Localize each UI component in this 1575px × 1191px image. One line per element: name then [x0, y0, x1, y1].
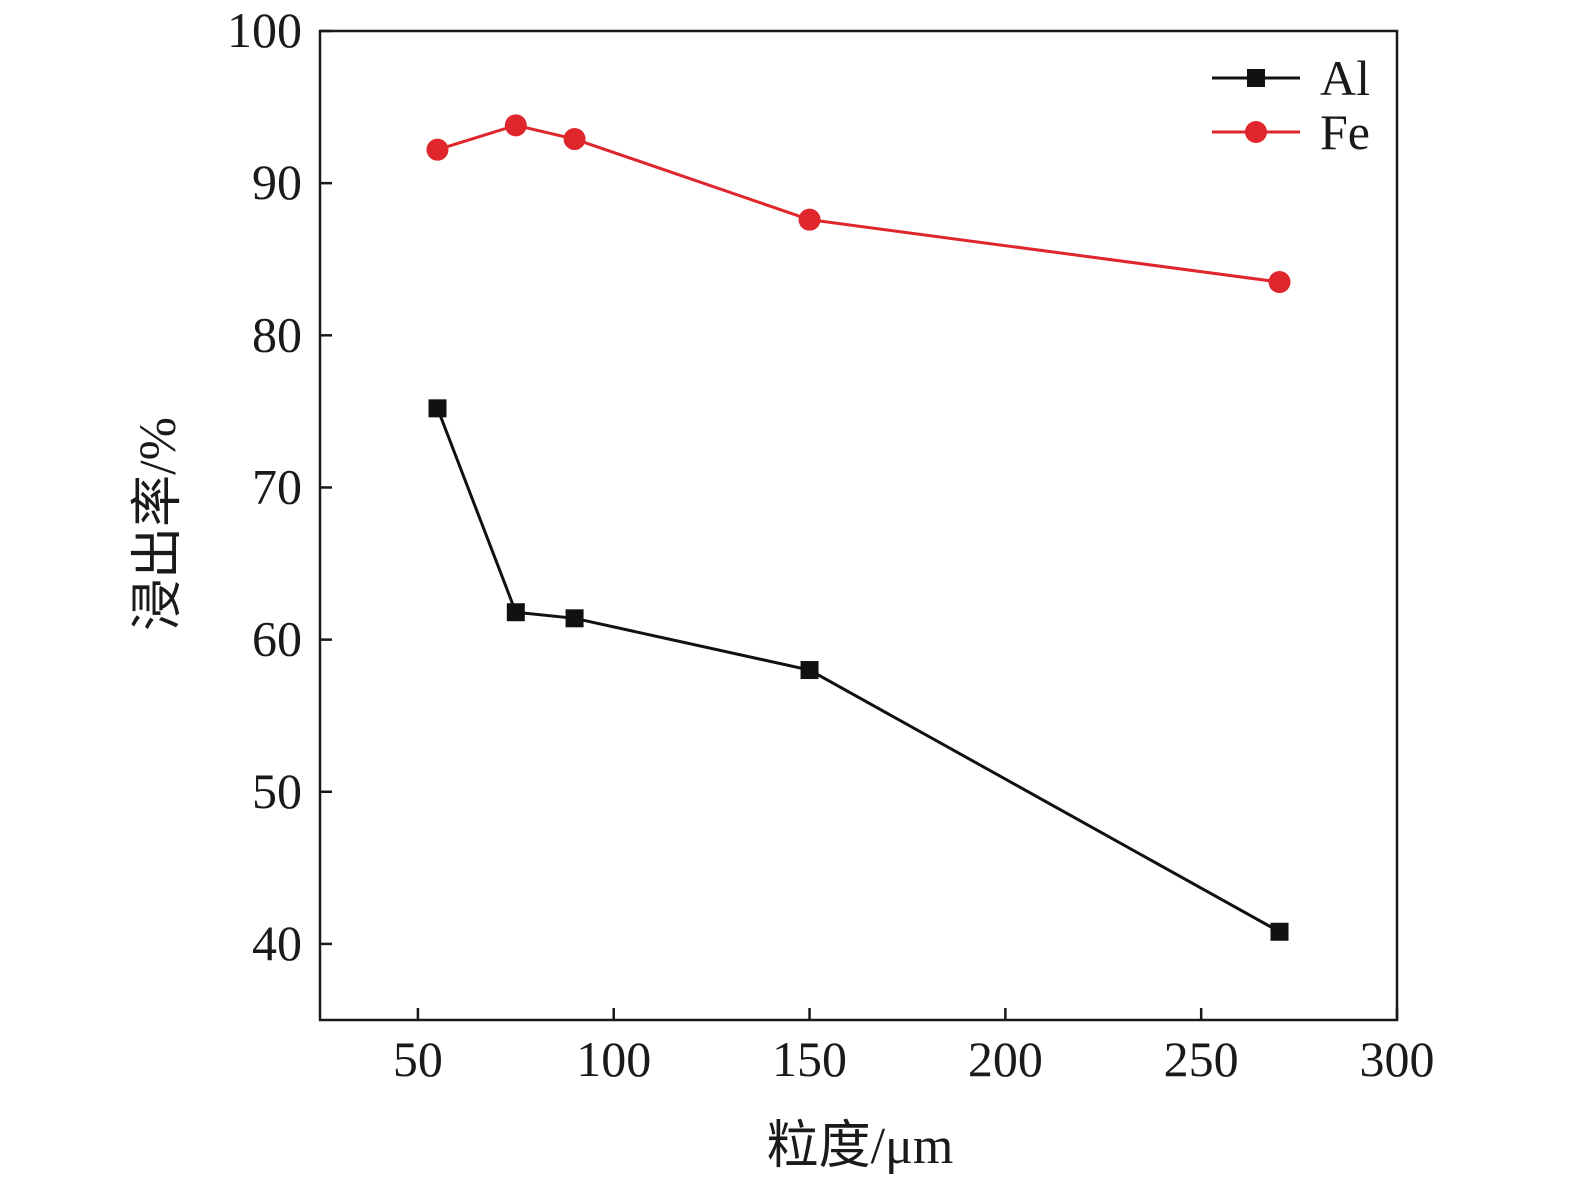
plot-frame: [318, 29, 1399, 1022]
series-fe: [426, 114, 1291, 294]
y-tick-label: 100: [227, 2, 302, 58]
y-tick-label: 90: [252, 154, 302, 210]
legend-item-fe: Fe: [1212, 104, 1370, 160]
data-point-al: [506, 603, 525, 622]
x-tick-label: 300: [1360, 1031, 1435, 1087]
legend-marker: [1245, 121, 1267, 143]
data-point-al: [1270, 922, 1289, 941]
x-tick-label: 250: [1164, 1031, 1239, 1087]
legend-label: Fe: [1320, 104, 1370, 160]
plot-series: [426, 114, 1291, 941]
y-axis-label: 浸出率/%: [130, 417, 187, 631]
data-point-al: [428, 399, 447, 418]
series-line-al: [436, 407, 1281, 934]
legend-marker: [1247, 69, 1265, 87]
x-tick-label: 50: [393, 1031, 443, 1087]
series-al: [428, 399, 1289, 941]
x-tick-label: 100: [576, 1031, 651, 1087]
y-tick-label: 50: [252, 763, 302, 819]
y-tick-label: 60: [252, 611, 302, 667]
data-point-fe: [798, 208, 821, 231]
y-tick-label: 70: [252, 458, 302, 514]
x-tick-label: 200: [968, 1031, 1043, 1087]
x-axis-label: 粒度/μm: [767, 1118, 954, 1175]
y-tick-label: 40: [252, 915, 302, 971]
y-tick-label: 80: [252, 306, 302, 362]
axes: 50 100 150 200 250 300 40 50 60 70 80 90 100: [227, 2, 1435, 1087]
data-point-fe: [1268, 271, 1291, 294]
data-point-al: [800, 661, 819, 680]
x-tick-label: 150: [772, 1031, 847, 1087]
legend-item-al: Al: [1212, 50, 1370, 106]
data-point-fe: [563, 128, 586, 151]
data-point-fe: [504, 114, 527, 137]
legend-label: Al: [1320, 50, 1370, 106]
data-point-fe: [426, 138, 449, 161]
series-line-fe: [437, 123, 1280, 284]
data-point-al: [565, 609, 584, 628]
